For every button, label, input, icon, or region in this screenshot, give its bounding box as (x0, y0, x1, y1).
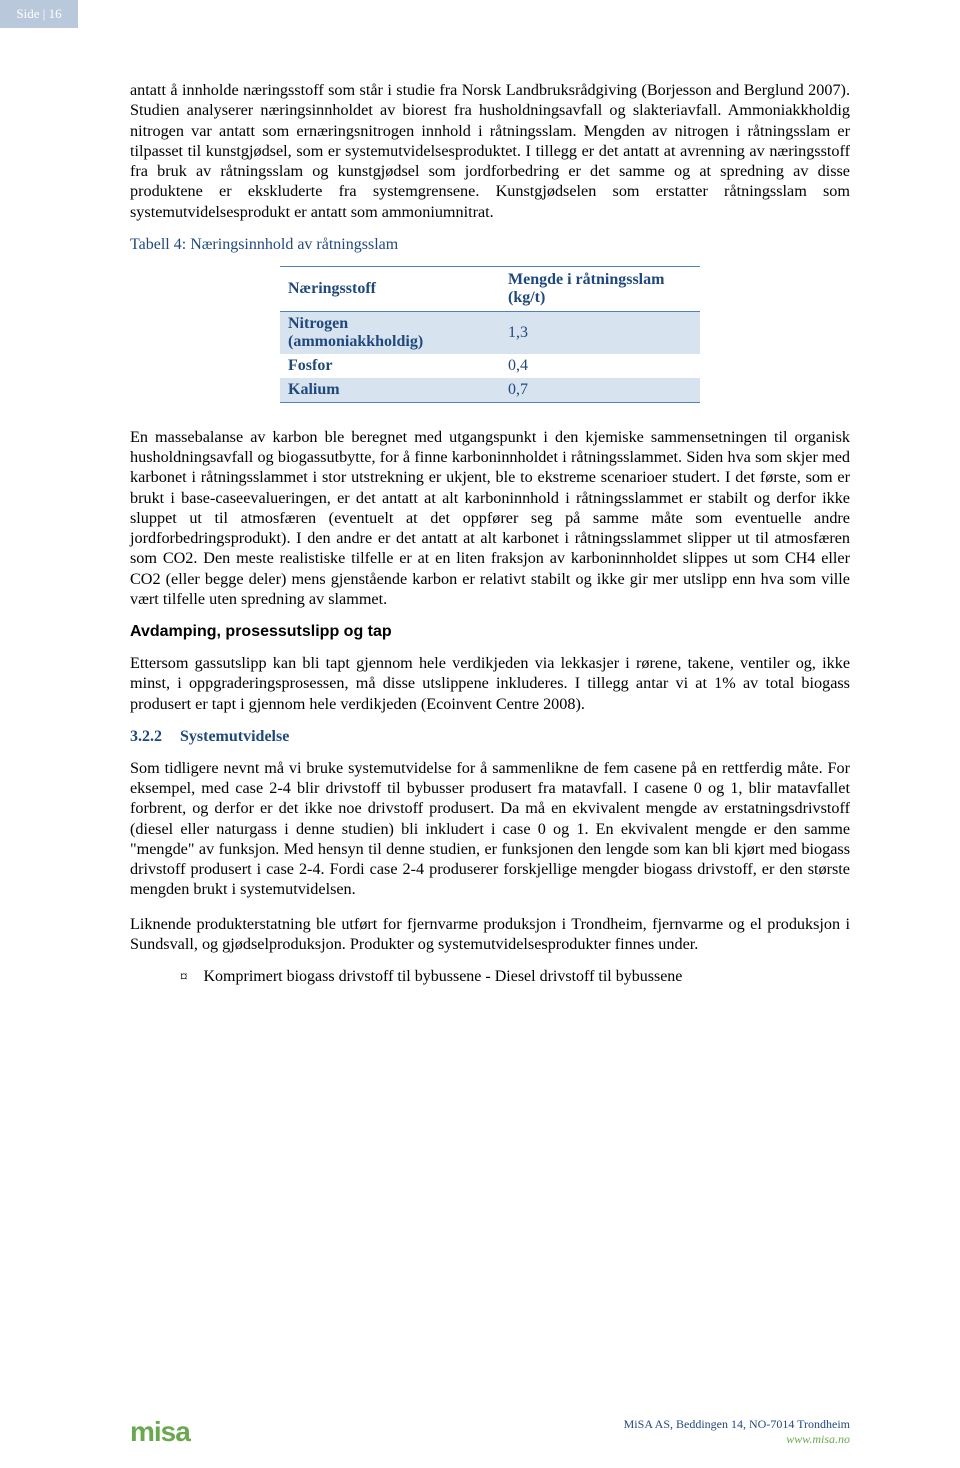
body-paragraph: Ettersom gassutslipp kan bli tapt gjenno… (130, 653, 850, 714)
table-cell-label: Kalium (280, 378, 500, 403)
table-cell-label: Nitrogen(ammoniakkholdig) (280, 311, 500, 354)
page-footer: misa MiSA AS, Beddingen 14, NO-7014 Tron… (0, 1416, 960, 1448)
nutrient-table: Næringsstoff Mengde i råtningsslam (kg/t… (280, 266, 700, 403)
section-title: Systemutvidelse (180, 728, 289, 745)
body-paragraph: En massebalanse av karbon ble beregnet m… (130, 427, 850, 609)
table-caption: Tabell 4: Næringsinnhold av råtningsslam (130, 236, 850, 254)
table-row: Kalium 0,7 (280, 378, 700, 403)
body-paragraph: Liknende produkterstatning ble utført fo… (130, 914, 850, 955)
bullet-text: Komprimert biogass drivstoff til bybusse… (204, 968, 683, 986)
footer-right: MiSA AS, Beddingen 14, NO-7014 Trondheim… (624, 1417, 850, 1448)
bullet-item: ¤ Komprimert biogass drivstoff til bybus… (180, 968, 850, 988)
section-heading: 3.2.2 Systemutvidelse (130, 728, 850, 746)
table-row: Nitrogen(ammoniakkholdig) 1,3 (280, 311, 700, 354)
bullet-marker-icon: ¤ (180, 968, 188, 988)
body-paragraph: Som tidligere nevnt må vi bruke systemut… (130, 758, 850, 900)
table-header: Mengde i råtningsslam (kg/t) (500, 266, 700, 311)
logo: misa (130, 1416, 190, 1448)
subsection-heading: Avdamping, prosessutslipp og tap (130, 623, 850, 641)
page-content: antatt å innholde næringsstoff som står … (130, 80, 850, 988)
section-number: 3.2.2 (130, 728, 162, 745)
table-cell-value: 0,4 (500, 354, 700, 378)
table-row: Fosfor 0,4 (280, 354, 700, 378)
table-header: Næringsstoff (280, 266, 500, 311)
footer-address: MiSA AS, Beddingen 14, NO-7014 Trondheim (624, 1417, 850, 1433)
table-cell-value: 0,7 (500, 378, 700, 403)
table-cell-label: Fosfor (280, 354, 500, 378)
table-cell-value: 1,3 (500, 311, 700, 354)
page-number-tab: Side | 16 (0, 0, 78, 28)
body-paragraph: antatt å innholde næringsstoff som står … (130, 80, 850, 222)
footer-url: www.misa.no (624, 1432, 850, 1448)
